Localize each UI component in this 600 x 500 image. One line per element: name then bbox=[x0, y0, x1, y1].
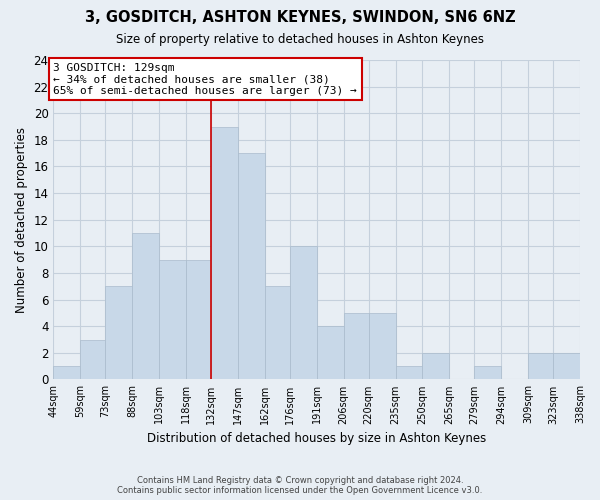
Bar bbox=[265, 286, 290, 380]
Bar bbox=[132, 233, 159, 380]
Bar bbox=[53, 366, 80, 380]
Bar bbox=[211, 126, 238, 380]
Bar bbox=[159, 260, 186, 380]
Bar bbox=[186, 260, 211, 380]
Bar bbox=[528, 353, 553, 380]
Bar bbox=[475, 366, 501, 380]
Bar bbox=[422, 353, 449, 380]
Bar bbox=[553, 353, 580, 380]
Text: Contains HM Land Registry data © Crown copyright and database right 2024.
Contai: Contains HM Land Registry data © Crown c… bbox=[118, 476, 482, 495]
Bar bbox=[290, 246, 317, 380]
Bar bbox=[238, 153, 265, 380]
Text: Size of property relative to detached houses in Ashton Keynes: Size of property relative to detached ho… bbox=[116, 32, 484, 46]
Bar bbox=[106, 286, 132, 380]
Bar bbox=[344, 313, 368, 380]
Bar bbox=[395, 366, 422, 380]
X-axis label: Distribution of detached houses by size in Ashton Keynes: Distribution of detached houses by size … bbox=[147, 432, 487, 445]
Text: 3 GOSDITCH: 129sqm
← 34% of detached houses are smaller (38)
65% of semi-detache: 3 GOSDITCH: 129sqm ← 34% of detached hou… bbox=[53, 62, 357, 96]
Bar bbox=[368, 313, 395, 380]
Bar bbox=[317, 326, 344, 380]
Y-axis label: Number of detached properties: Number of detached properties bbox=[15, 126, 28, 312]
Text: 3, GOSDITCH, ASHTON KEYNES, SWINDON, SN6 6NZ: 3, GOSDITCH, ASHTON KEYNES, SWINDON, SN6… bbox=[85, 10, 515, 25]
Bar bbox=[80, 340, 106, 380]
